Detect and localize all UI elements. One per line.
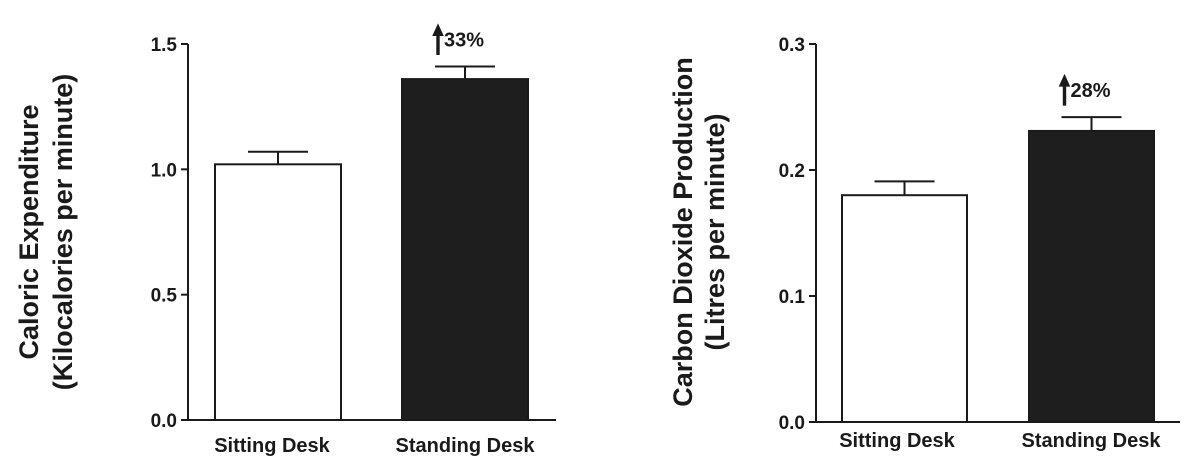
bar-sitting-desk	[841, 194, 968, 423]
chart-carbon-dioxide-production: Carbon Dioxide Production (Litres per mi…	[668, 35, 1180, 452]
bar-standing-desk	[1028, 129, 1155, 423]
y-axis-label-line2: (Litres per minute)	[700, 113, 730, 350]
x-tick-label-standing-desk: Standing Desk	[396, 435, 536, 457]
y-tick-label: 0.0	[779, 413, 805, 434]
y-ticks: 0.0 0.5 1.0 1.5	[151, 35, 188, 432]
x-tick-label-sitting-desk: Sitting Desk	[839, 430, 955, 452]
chart-caloric-expenditure: Caloric Expenditure (Kilocalories per mi…	[14, 23, 556, 457]
y-tick-label: 0.2	[779, 161, 805, 182]
annotation: 33%	[432, 23, 484, 56]
bars	[841, 116, 1155, 423]
annotation-percent: 33%	[444, 30, 484, 52]
x-tick-label-sitting-desk: Sitting Desk	[214, 435, 330, 457]
bar-standing-desk	[401, 78, 529, 422]
y-tick-label: 1.0	[151, 160, 177, 181]
annotation: 28%	[1058, 73, 1111, 106]
y-axis-label-line1: Carbon Dioxide Production	[668, 57, 698, 407]
y-tick-label: 0.1	[779, 287, 806, 308]
up-arrow-icon	[432, 23, 444, 56]
y-tick-label: 1.5	[151, 35, 178, 56]
annotation-percent: 28%	[1071, 80, 1111, 102]
y-tick-label: 0.5	[151, 286, 178, 307]
y-axis-label-line1: Caloric Expenditure	[14, 104, 44, 359]
y-axis-label-line2: (Kilocalories per minute)	[48, 74, 78, 391]
y-tick-label: 0.3	[779, 35, 805, 56]
x-tick-label-standing-desk: Standing Desk	[1022, 430, 1162, 452]
y-ticks: 0.0 0.1 0.2 0.3	[779, 35, 816, 434]
y-tick-label: 0.0	[151, 411, 177, 432]
up-arrow-icon	[1058, 73, 1071, 106]
bars	[214, 65, 529, 422]
bar-sitting-desk	[214, 163, 342, 421]
